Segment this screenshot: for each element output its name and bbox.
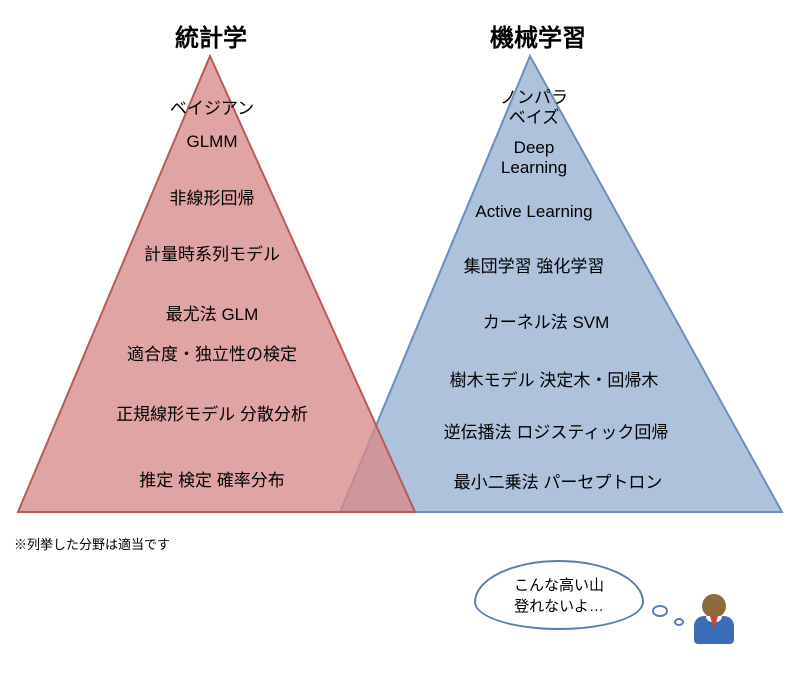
right-label-4: カーネル法 SVM [483, 308, 610, 333]
right-label-3: 集団学習 強化学習 [464, 252, 605, 277]
left-label-4: 最尤法 GLM [166, 300, 259, 325]
left-label-5: 適合度・独立性の検定 [127, 340, 297, 365]
left-label-7: 推定 検定 確率分布 [139, 466, 284, 491]
right-label-7: 最小二乗法 パーセプトロン [454, 468, 663, 493]
footnote: ※列挙した分野は適当です [14, 534, 170, 553]
triangle-left [18, 56, 415, 512]
left-label-0: ベイジアン [170, 94, 254, 119]
right-label-0-text: ノンパラ ベイズ [500, 88, 568, 127]
thought-bubble: こんな高い山 登れないよ… [474, 560, 644, 630]
thought-dot-1 [652, 605, 668, 617]
person-icon [694, 594, 734, 644]
left-label-1: GLMM [187, 132, 238, 152]
person-head [702, 594, 726, 618]
right-label-0: ノンパラ ベイズ [500, 88, 568, 127]
right-label-2: Active Learning [475, 202, 592, 222]
person-body [694, 616, 734, 644]
triangles-svg [0, 0, 800, 540]
thought-text: こんな高い山 登れないよ… [514, 574, 604, 616]
left-label-2: 非線形回帰 [170, 184, 255, 209]
person-tie [710, 616, 718, 630]
thought-dot-2 [674, 618, 684, 626]
right-label-1: Deep Learning [501, 138, 567, 177]
left-label-3: 計量時系列モデル [144, 240, 280, 265]
left-label-6: 正規線形モデル 分散分析 [116, 400, 308, 425]
right-label-6: 逆伝播法 ロジスティック回帰 [444, 418, 669, 443]
right-label-1-text: Deep Learning [501, 138, 567, 177]
right-label-5: 樹木モデル 決定木・回帰木 [450, 366, 659, 391]
